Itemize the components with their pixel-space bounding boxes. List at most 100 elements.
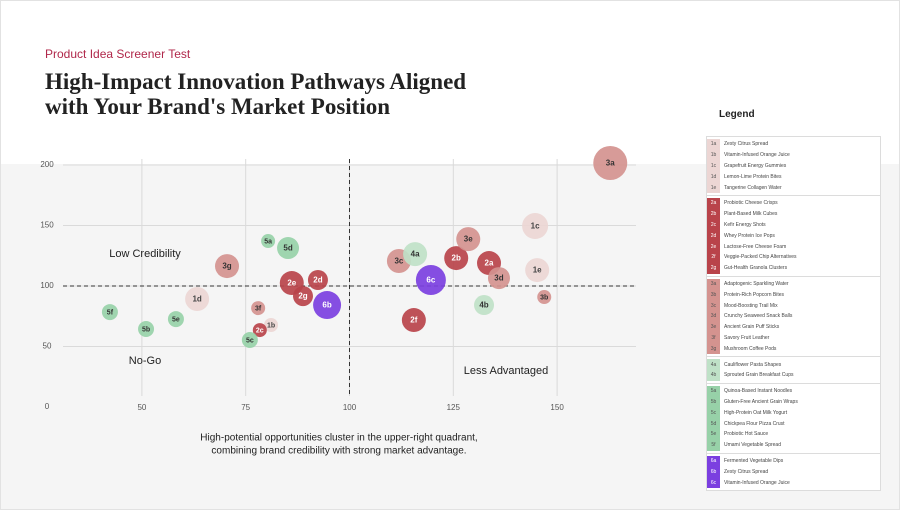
legend-name: Ancient Grain Puff Sticks: [724, 324, 780, 331]
bubble: [167, 311, 184, 328]
legend-name: Tangerine Collagen Water: [724, 184, 782, 191]
bubble-label: 2c: [256, 327, 264, 334]
legend-group: 2a Probiotic Cheese Crisps 2b Plant-Based M…: [706, 194, 881, 276]
legend-code: 2e: [707, 241, 720, 252]
bubble: [215, 254, 240, 279]
bubble: [261, 234, 276, 249]
legend-code: 1e: [707, 182, 720, 193]
bubble: [415, 265, 446, 295]
bubble-label: 5f: [107, 309, 114, 316]
legend-code: 2c: [707, 219, 720, 231]
bubble-label: 2a: [485, 259, 494, 268]
bubble: [444, 246, 469, 271]
legend-code: 1a: [707, 139, 720, 150]
legend-row: 2f Veggie-Packed Chip Alternatives: [707, 251, 880, 263]
y-tick-label: 200: [40, 160, 54, 169]
bubble-label: 1b: [267, 322, 275, 329]
bubble: [307, 270, 328, 290]
legend-name: Probiotic Hot Sauce: [724, 431, 769, 438]
legend-code: 3b: [707, 289, 720, 301]
legend-row: 1a Zesty Citrus Spread: [707, 139, 880, 150]
legend-name: Kefir Energy Shots: [724, 221, 766, 228]
y-tick-label: 100: [40, 281, 54, 290]
x-tick-label: 100: [343, 403, 357, 412]
bubble: [522, 213, 549, 240]
bubble-label: 5a: [264, 238, 272, 245]
bubble: [101, 304, 118, 321]
page-title: High-Impact Innovation Pathways Aligned …: [45, 69, 467, 119]
legend-row: 3e Ancient Grain Puff Sticks: [707, 321, 880, 333]
legend-name: Savory Fruit Leather: [724, 334, 770, 341]
legend-name: Mushroom Coffee Pods: [724, 345, 777, 352]
bubble-label: 3c: [394, 257, 403, 266]
bubble-label: 3b: [540, 294, 548, 301]
legend-row: 4a Cauliflower Pasta Shapes: [707, 359, 880, 370]
legend-name: Grapefruit Energy Gummies: [724, 162, 787, 169]
bubble: [252, 323, 267, 338]
bubble: [264, 318, 279, 333]
legend-name: Sprouted Grain Breakfast Cups: [724, 372, 794, 379]
legend-code: 5e: [707, 428, 720, 440]
legend-row: 2g Gut-Health Granola Clusters: [707, 262, 880, 274]
bubble: [313, 291, 342, 320]
legend-code: 3c: [707, 300, 720, 311]
legend-row: 1e Tangerine Collagen Water: [707, 182, 880, 193]
legend-name: Vitamin-Infused Orange Juice: [724, 152, 790, 159]
legend-row: 4b Sprouted Grain Breakfast Cups: [707, 369, 880, 381]
bubble: [593, 145, 628, 180]
bubble-label: 2f: [410, 316, 417, 325]
legend-title: Legend: [719, 109, 755, 120]
legend-code: 1d: [707, 171, 720, 183]
quadrant-label: Low Credibility: [109, 248, 181, 260]
bubble-label: 2g: [298, 292, 307, 301]
chart: 50 75 100 125 150 0 50 100 150 200 Low Credibility…: [40, 145, 636, 457]
x-tick-label: 150: [550, 403, 564, 412]
bubble-label: 1c: [531, 222, 540, 231]
bubble: [537, 290, 552, 305]
y-tick-label: 150: [40, 221, 54, 230]
legend-name: Vitamin-Infused Orange Juice: [724, 479, 790, 486]
legend-row: 5d Chickpea Flour Pizza Crust: [707, 418, 880, 429]
legend-row: 2a Probiotic Cheese Crisps: [707, 197, 880, 209]
legend-code: 1b: [707, 149, 720, 161]
legend-name: Gut-Health Granola Clusters: [724, 265, 788, 272]
legend-row: 5c High-Protein Oat Milk Yogurt: [707, 407, 880, 419]
legend-row: 3a Adaptogenic Sparkling Water: [707, 278, 880, 290]
bubble: [525, 258, 550, 283]
bubble-label: 6b: [322, 301, 331, 310]
bubble: [185, 286, 210, 311]
legend-row: 1b Vitamin-Infused Orange Juice: [707, 149, 880, 161]
caption: combining brand credibility with strong …: [211, 446, 466, 457]
legend-group: 3a Adaptogenic Sparkling Water 3b Protein-R…: [706, 275, 881, 357]
legend-row: 3d Crunchy Seaweed Snack Balls: [707, 310, 880, 322]
legend-name: Plant-Based Milk Cubes: [724, 211, 778, 218]
bubble: [403, 242, 428, 267]
legend-code: 5b: [707, 396, 720, 408]
legend: 1a Zesty Citrus Spread 1b Vitamin-Infused O…: [706, 136, 881, 491]
legend-name: Probiotic Cheese Crisps: [724, 200, 778, 207]
legend-code: 3a: [707, 278, 720, 290]
bubble-label: 3e: [464, 235, 473, 244]
bubble-label: 2d: [313, 276, 322, 285]
x-tick-label: 125: [447, 403, 461, 412]
bubble-label: 2b: [452, 254, 461, 263]
legend-name: Zesty Citrus Spread: [724, 141, 769, 148]
legend-row: 6b Zesty Citrus Spread: [707, 466, 880, 478]
bubble: [138, 321, 155, 338]
legend-row: 3f Savory Fruit Leather: [707, 332, 880, 344]
legend-code: 2g: [707, 262, 720, 274]
legend-name: Mood-Boosting Trail Mix: [724, 302, 778, 309]
legend-code: 3g: [707, 343, 720, 355]
legend-row: 3c Mood-Boosting Trail Mix: [707, 300, 880, 311]
legend-name: Crunchy Seaweed Snack Balls: [724, 313, 793, 320]
legend-code: 5c: [707, 407, 720, 419]
bubble-label: 3a: [606, 159, 615, 168]
legend-row: 2e Lactose-Free Cheese Foam: [707, 241, 880, 252]
x-tick-label: 75: [241, 403, 250, 412]
bubble-label: 6c: [426, 276, 435, 285]
bubble: [241, 332, 258, 349]
legend-row: 5b Gluten-Free Ancient Grain Wraps: [707, 396, 880, 408]
legend-code: 6a: [707, 455, 720, 467]
bubble: [277, 237, 300, 260]
